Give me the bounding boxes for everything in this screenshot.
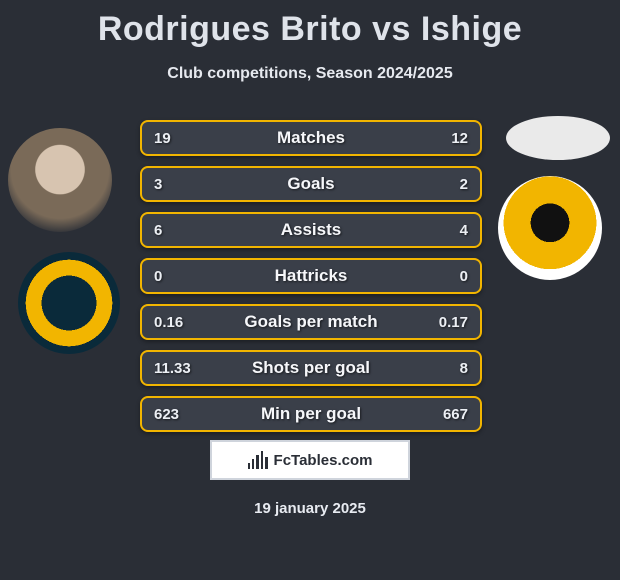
club-left-crest — [18, 252, 120, 354]
stat-left-value: 623 — [154, 398, 179, 430]
stat-label: Goals — [287, 174, 334, 194]
comparison-card: Rodrigues Brito vs Ishige Club competiti… — [0, 0, 620, 580]
stat-left-value: 19 — [154, 122, 171, 154]
stat-label: Shots per goal — [252, 358, 370, 378]
stat-right-value: 2 — [460, 168, 468, 200]
footer-logo[interactable]: FcTables.com — [210, 440, 410, 480]
stat-left-value: 3 — [154, 168, 162, 200]
stat-right-value: 0.17 — [439, 306, 468, 338]
stat-label: Assists — [281, 220, 341, 240]
stat-left-value: 0.16 — [154, 306, 183, 338]
stat-right-value: 0 — [460, 260, 468, 292]
stat-row: 3 Goals 2 — [140, 166, 482, 202]
player-right-avatar — [506, 116, 610, 160]
date-text: 19 january 2025 — [0, 500, 620, 517]
club-right-crest — [498, 176, 602, 280]
page-title: Rodrigues Brito vs Ishige — [0, 10, 620, 49]
stat-left-value: 0 — [154, 260, 162, 292]
stat-label: Min per goal — [261, 404, 361, 424]
stat-row: 0.16 Goals per match 0.17 — [140, 304, 482, 340]
player-left-avatar — [8, 128, 112, 232]
stat-label: Goals per match — [244, 312, 377, 332]
footer-brand-text: FcTables.com — [274, 452, 373, 469]
stat-right-value: 12 — [451, 122, 468, 154]
subtitle: Club competitions, Season 2024/2025 — [0, 65, 620, 83]
stat-row: 623 Min per goal 667 — [140, 396, 482, 432]
stat-left-value: 11.33 — [154, 352, 191, 384]
stat-row: 19 Matches 12 — [140, 120, 482, 156]
stat-row: 6 Assists 4 — [140, 212, 482, 248]
bar-chart-icon — [248, 451, 268, 469]
stat-right-value: 667 — [443, 398, 468, 430]
stat-right-value: 8 — [460, 352, 468, 384]
stat-row: 0 Hattricks 0 — [140, 258, 482, 294]
stat-label: Hattricks — [275, 266, 348, 286]
stat-right-value: 4 — [460, 214, 468, 246]
stats-table: 19 Matches 12 3 Goals 2 6 Assists 4 0 Ha… — [140, 120, 482, 442]
stat-row: 11.33 Shots per goal 8 — [140, 350, 482, 386]
stat-left-value: 6 — [154, 214, 162, 246]
stat-label: Matches — [277, 128, 345, 148]
